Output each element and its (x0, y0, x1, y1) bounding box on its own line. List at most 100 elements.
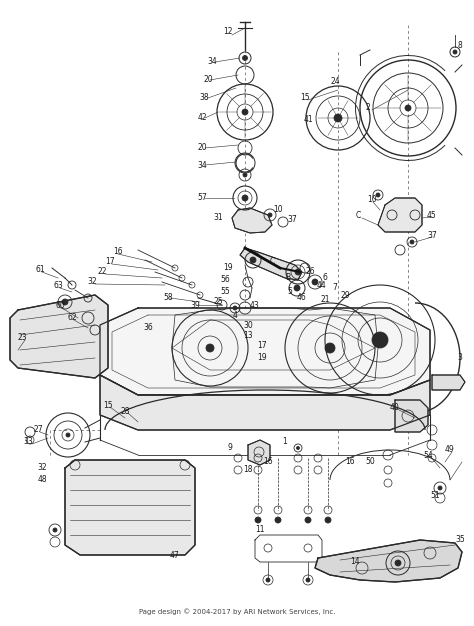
Text: 19: 19 (223, 264, 233, 272)
Polygon shape (378, 198, 422, 232)
Text: 51: 51 (430, 491, 440, 500)
Circle shape (297, 446, 300, 449)
Text: C: C (356, 210, 361, 220)
Text: 21: 21 (320, 295, 330, 304)
Circle shape (438, 486, 442, 490)
Text: 47: 47 (170, 550, 180, 560)
Text: 31: 31 (213, 213, 223, 222)
Text: 18: 18 (243, 466, 253, 475)
Text: 25: 25 (213, 297, 223, 307)
Text: 4: 4 (233, 310, 237, 319)
Circle shape (62, 299, 68, 305)
Circle shape (250, 257, 256, 263)
Text: 34: 34 (197, 160, 207, 170)
Circle shape (312, 279, 318, 285)
Polygon shape (240, 248, 302, 280)
Text: 46: 46 (297, 294, 307, 302)
Text: 56: 56 (220, 275, 230, 284)
Text: 7: 7 (333, 284, 337, 292)
Circle shape (372, 332, 388, 348)
Circle shape (294, 285, 300, 291)
Circle shape (410, 240, 414, 244)
Text: 45: 45 (427, 210, 437, 220)
Text: 27: 27 (33, 426, 43, 434)
Text: 13: 13 (243, 331, 253, 339)
Text: 10: 10 (273, 205, 283, 215)
Text: 49: 49 (445, 446, 455, 454)
Text: C: C (269, 257, 274, 267)
Text: 30: 30 (243, 321, 253, 329)
Circle shape (453, 50, 457, 54)
Text: 50: 50 (365, 458, 375, 466)
Text: 43: 43 (250, 300, 260, 309)
Polygon shape (315, 540, 462, 582)
Polygon shape (432, 375, 465, 390)
Text: 17: 17 (257, 341, 267, 349)
Circle shape (306, 578, 310, 582)
Circle shape (376, 193, 380, 197)
Polygon shape (100, 375, 430, 430)
Text: 9: 9 (228, 443, 232, 453)
Text: 61: 61 (35, 265, 45, 274)
Text: 33: 33 (23, 438, 33, 446)
Text: 17: 17 (105, 257, 115, 267)
Text: 14: 14 (350, 558, 360, 567)
Text: 19: 19 (257, 354, 267, 362)
Circle shape (325, 343, 335, 353)
Text: 26: 26 (305, 267, 315, 277)
Circle shape (305, 517, 311, 523)
Circle shape (233, 306, 237, 310)
Text: 20: 20 (203, 76, 213, 85)
Circle shape (268, 213, 272, 217)
Text: 3: 3 (457, 354, 463, 362)
Text: 42: 42 (197, 113, 207, 123)
Text: 39: 39 (190, 300, 200, 309)
Text: 1: 1 (283, 438, 287, 446)
Text: 5: 5 (288, 287, 292, 297)
Text: 38: 38 (199, 93, 209, 103)
Polygon shape (248, 440, 270, 465)
Text: 15: 15 (103, 401, 113, 409)
Polygon shape (65, 460, 195, 555)
Text: 54: 54 (423, 451, 433, 459)
Text: 48: 48 (37, 476, 47, 485)
Text: 32: 32 (87, 277, 97, 287)
Text: 29: 29 (340, 290, 350, 299)
Text: 8: 8 (457, 41, 462, 51)
Circle shape (242, 195, 248, 201)
Text: 16: 16 (345, 458, 355, 466)
Text: 20: 20 (197, 143, 207, 153)
Polygon shape (232, 208, 272, 233)
Circle shape (255, 517, 261, 523)
Circle shape (295, 269, 301, 275)
Text: 24: 24 (330, 78, 340, 86)
Circle shape (242, 109, 248, 115)
Text: 37: 37 (427, 230, 437, 240)
Text: 60: 60 (55, 300, 65, 309)
Text: 6: 6 (323, 274, 328, 282)
Text: 57: 57 (197, 193, 207, 202)
Circle shape (243, 56, 247, 61)
Circle shape (53, 528, 57, 532)
Text: 37: 37 (287, 215, 297, 225)
Circle shape (266, 578, 270, 582)
Polygon shape (10, 295, 108, 378)
Circle shape (334, 114, 342, 122)
Text: 15: 15 (300, 93, 310, 103)
Text: 36: 36 (143, 324, 153, 332)
Text: 23: 23 (17, 334, 27, 342)
Circle shape (395, 560, 401, 566)
Text: 11: 11 (255, 525, 265, 535)
Text: Page design © 2004-2017 by ARI Network Services, Inc.: Page design © 2004-2017 by ARI Network S… (139, 608, 335, 615)
Circle shape (405, 105, 411, 111)
Circle shape (206, 344, 214, 352)
Polygon shape (395, 400, 428, 432)
Text: 10: 10 (367, 195, 377, 205)
Polygon shape (100, 308, 430, 395)
Text: 16: 16 (113, 247, 123, 257)
Text: 2: 2 (365, 103, 370, 113)
Circle shape (325, 517, 331, 523)
Text: 12: 12 (223, 28, 233, 36)
Text: 41: 41 (303, 116, 313, 125)
Text: 28: 28 (120, 408, 130, 416)
